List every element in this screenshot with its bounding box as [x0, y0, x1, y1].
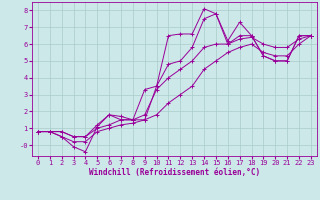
- X-axis label: Windchill (Refroidissement éolien,°C): Windchill (Refroidissement éolien,°C): [89, 168, 260, 177]
